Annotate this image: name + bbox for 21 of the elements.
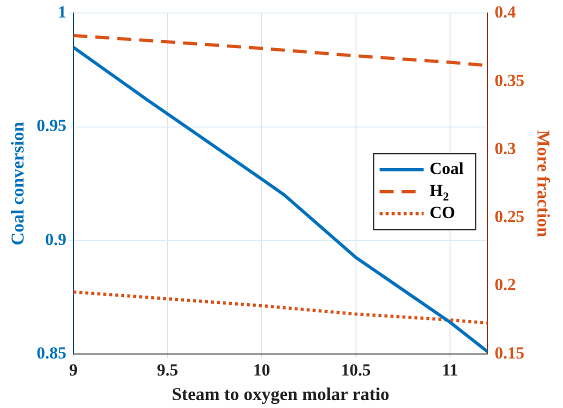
x-tick-label: 10 bbox=[253, 360, 270, 380]
y2-axis-title: More fraction bbox=[534, 130, 554, 238]
y-tick-label: 0.9 bbox=[45, 230, 66, 249]
y-tick-label: 0.95 bbox=[36, 116, 66, 136]
legend-label: CO bbox=[430, 202, 456, 222]
y-axis-title: Coal conversion bbox=[7, 122, 28, 246]
y2-tick-label: 0.25 bbox=[494, 207, 524, 226]
x-tick-label: 11 bbox=[442, 360, 458, 380]
x-tick-label: 10.5 bbox=[340, 360, 371, 380]
y2-tick-label: 0.35 bbox=[494, 70, 524, 90]
y2-tick-label: 0.4 bbox=[494, 2, 516, 22]
x-axis-title: Steam to oxygen molar ratio bbox=[172, 384, 390, 404]
y2-tick-label: 0.3 bbox=[494, 138, 516, 158]
x-tick-label: 9.5 bbox=[156, 360, 178, 380]
legend-label: Coal bbox=[430, 158, 464, 178]
y2-tick-label: 0.15 bbox=[494, 343, 524, 362]
x-tick-label: 9 bbox=[69, 360, 78, 380]
y-tick-label: 0.85 bbox=[36, 343, 66, 362]
line-series bbox=[73, 290, 488, 325]
y-tick-label: 1 bbox=[58, 2, 66, 22]
y2-tick-label: 0.2 bbox=[494, 275, 516, 294]
